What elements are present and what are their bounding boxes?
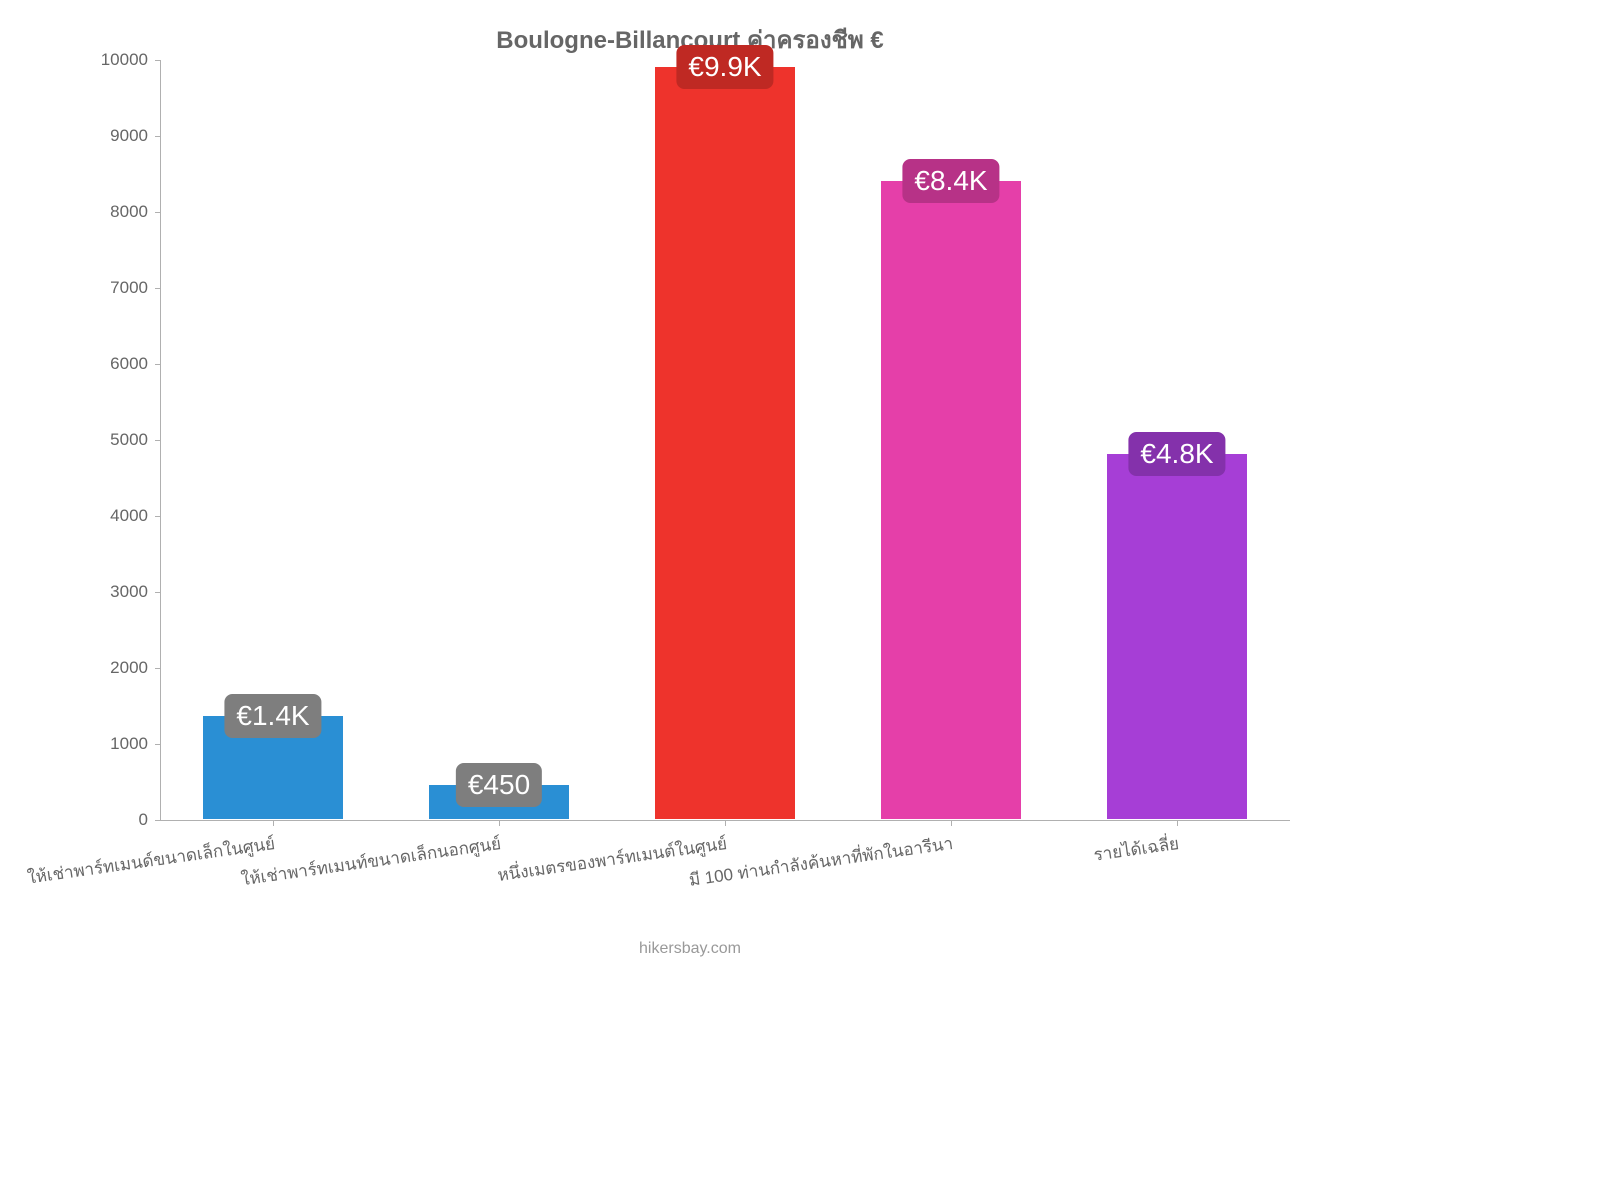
y-tick-label: 0 [139,810,148,830]
y-tick-label: 6000 [110,354,148,374]
y-tick-label: 1000 [110,734,148,754]
y-tick-label: 2000 [110,658,148,678]
y-tick-mark [155,212,161,213]
bar [881,181,1021,819]
source-attribution: hikersbay.com [50,940,1330,958]
y-tick-mark [155,136,161,137]
y-tick-mark [155,516,161,517]
bar-value-label: €1.4K [224,694,321,738]
y-tick-label: 8000 [110,202,148,222]
y-tick-label: 5000 [110,430,148,450]
bar [1107,454,1247,819]
y-tick-mark [155,440,161,441]
y-tick-mark [155,820,161,821]
y-tick-mark [155,60,161,61]
y-tick-label: 4000 [110,506,148,526]
y-tick-mark [155,744,161,745]
y-tick-label: 9000 [110,126,148,146]
bar [655,67,795,819]
y-tick-label: 3000 [110,582,148,602]
x-tick-mark [725,820,726,826]
y-tick-mark [155,668,161,669]
bar-value-label: €4.8K [1128,432,1225,476]
y-tick-mark [155,288,161,289]
y-tick-label: 7000 [110,278,148,298]
x-tick-mark [1177,820,1178,826]
bar-value-label: €8.4K [902,159,999,203]
bar-value-label: €450 [456,763,542,807]
bar-value-label: €9.9K [676,45,773,89]
x-tick-mark [273,820,274,826]
y-tick-mark [155,364,161,365]
x-tick-mark [499,820,500,826]
plot-area: €1.4K€450€9.9K€8.4K€4.8K [160,60,1290,820]
y-tick-mark [155,592,161,593]
y-tick-label: 10000 [101,50,148,70]
chart-container: Boulogne-Billancourt ค่าครองชีพ € 010002… [50,20,1330,1020]
y-axis: 0100020003000400050006000700080009000100… [50,60,160,820]
x-tick-mark [951,820,952,826]
